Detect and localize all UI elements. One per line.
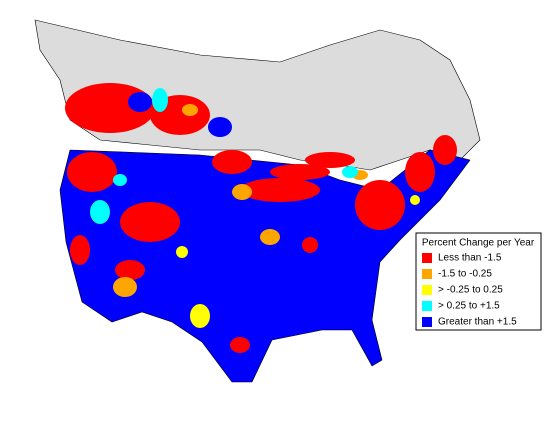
legend-items: Less than -1.5 -1.5 to -0.25 > -0.25 to 0.… [422,253,517,328]
map-patch [305,152,355,168]
map-patch [182,104,198,116]
legend-swatch [422,317,432,327]
map-patch [113,174,127,186]
legend-label: -1.5 to -0.25 [438,269,492,280]
map-patch [342,166,358,178]
map-patch [405,152,435,192]
map-patch [240,178,320,202]
legend-title: Percent Change per Year [422,238,535,249]
map-patch [232,184,252,200]
legend-label: Less than -1.5 [438,253,502,264]
map-patch [70,235,90,265]
map-patch [190,304,210,328]
map-patch [120,202,180,242]
legend-label: Greater than +1.5 [438,317,517,328]
legend-box [415,232,542,331]
map-patch [302,237,318,253]
map-patches [65,83,457,353]
map-patch [208,117,232,137]
legend-swatch [422,253,432,263]
map-patch [115,260,145,280]
map-patch [260,229,280,245]
legend-label: > -0.25 to 0.25 [438,285,503,296]
map-patch [433,135,457,165]
map-patch [270,164,330,180]
map-patch [250,162,270,178]
map-patch [67,152,117,192]
map-patch [410,195,420,205]
legend: Percent Change per Year Less than -1.5 -1… [415,232,542,331]
map-patch [355,180,405,230]
legend-swatch [422,269,432,279]
map-patch [230,337,250,353]
map-patch [212,150,252,174]
map-patch [90,200,110,224]
legend-swatch [422,285,432,295]
map-patch [152,88,168,112]
map-patch [113,277,137,297]
map-patch [176,246,188,258]
legend-swatch [422,301,432,311]
map-patch [128,92,152,112]
legend-label: > 0.25 to +1.5 [438,301,500,312]
